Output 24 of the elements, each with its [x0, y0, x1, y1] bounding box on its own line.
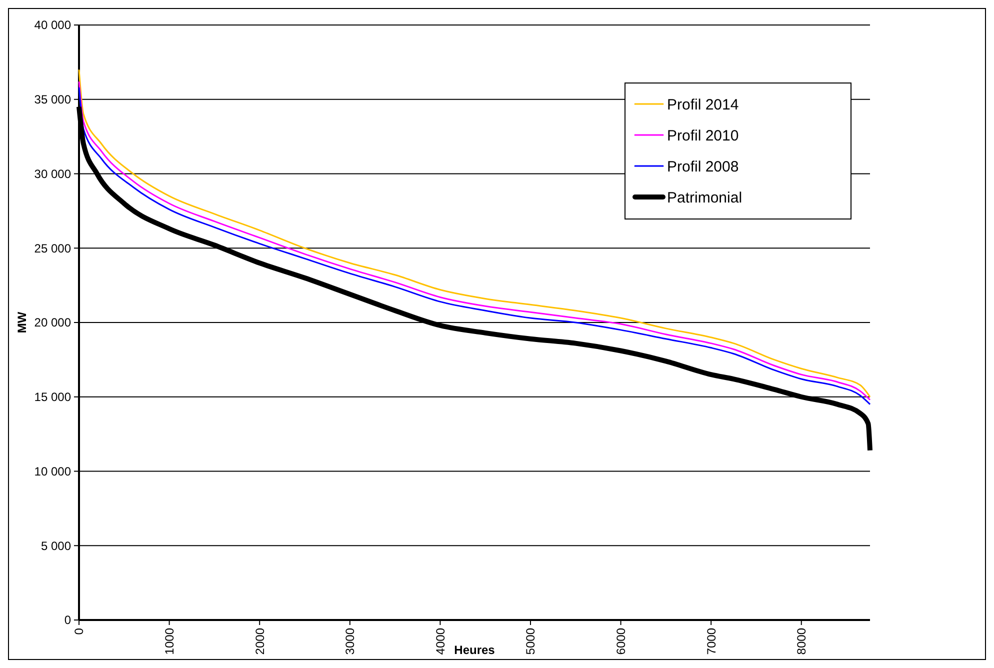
y-tick-label: 40 000: [34, 18, 72, 32]
x-tick-label: 2000: [252, 628, 267, 655]
x-tick-label: 7000: [704, 628, 718, 655]
x-tick-label: 1000: [162, 628, 176, 655]
y-tick-label: 25 000: [34, 241, 72, 256]
y-tick-label: 20 000: [34, 316, 72, 330]
x-tick-label: 8000: [794, 628, 809, 655]
y-tick-label: 0: [64, 613, 72, 628]
x-tick-label: 6000: [614, 628, 628, 655]
legend-label: Profil 2014: [667, 96, 739, 114]
y-tick-label: 35 000: [34, 92, 72, 107]
y-tick-label: 5 000: [40, 538, 72, 553]
legend-label: Profil 2008: [667, 158, 739, 176]
legend-label: Profil 2010: [667, 127, 739, 144]
y-axis-title: MW: [15, 311, 29, 334]
x-tick-label: 4000: [433, 628, 448, 655]
x-tick-label: 0: [72, 628, 86, 635]
x-tick-label: 5000: [524, 628, 538, 655]
y-tick-label: 15 000: [34, 390, 72, 404]
y-tick-label: 30 000: [34, 166, 72, 181]
y-tick-label: 10 000: [34, 464, 72, 478]
x-axis-title: Heures: [454, 643, 496, 657]
x-tick-label: 3000: [343, 628, 358, 655]
legend-label: Patrimonial: [667, 189, 742, 206]
